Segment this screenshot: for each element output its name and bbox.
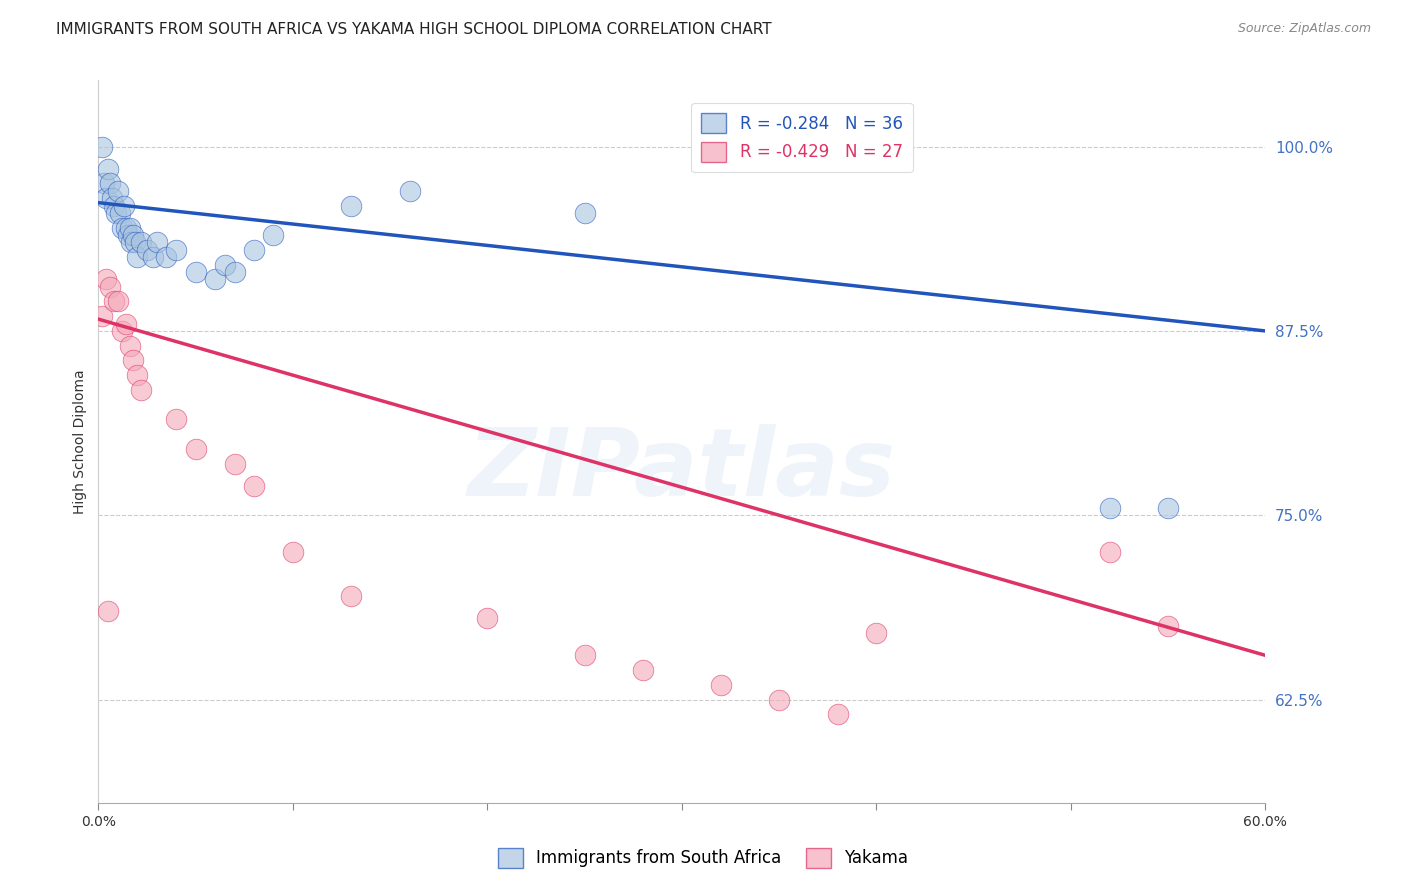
Point xyxy=(1098,545,1121,559)
Point xyxy=(129,383,152,397)
Point xyxy=(91,309,114,323)
Point xyxy=(155,250,177,264)
Point xyxy=(827,707,849,722)
Point xyxy=(340,199,363,213)
Point xyxy=(104,206,127,220)
Point xyxy=(214,258,236,272)
Point xyxy=(165,243,187,257)
Point xyxy=(631,663,654,677)
Point xyxy=(117,228,139,243)
Point xyxy=(477,611,499,625)
Point xyxy=(710,678,733,692)
Point xyxy=(136,243,159,257)
Point xyxy=(124,235,146,250)
Point xyxy=(243,243,266,257)
Point xyxy=(142,250,165,264)
Point xyxy=(204,272,226,286)
Legend: Immigrants from South Africa, Yakama: Immigrants from South Africa, Yakama xyxy=(491,841,915,875)
Point xyxy=(112,199,135,213)
Point xyxy=(118,220,141,235)
Point xyxy=(129,235,152,250)
Point xyxy=(111,324,134,338)
Point xyxy=(97,604,120,618)
Point xyxy=(127,368,149,383)
Point xyxy=(107,294,129,309)
Point xyxy=(98,279,121,293)
Point xyxy=(103,199,125,213)
Point xyxy=(107,184,129,198)
Point xyxy=(184,265,207,279)
Point xyxy=(122,228,145,243)
Point xyxy=(1157,500,1180,515)
Point xyxy=(97,161,120,176)
Point xyxy=(262,228,284,243)
Text: IMMIGRANTS FROM SOUTH AFRICA VS YAKAMA HIGH SCHOOL DIPLOMA CORRELATION CHART: IMMIGRANTS FROM SOUTH AFRICA VS YAKAMA H… xyxy=(56,22,772,37)
Point xyxy=(165,412,187,426)
Point xyxy=(96,191,118,205)
Point xyxy=(184,442,207,456)
Point xyxy=(93,177,115,191)
Point xyxy=(574,648,596,663)
Point xyxy=(398,184,420,198)
Point xyxy=(114,220,136,235)
Point xyxy=(91,139,114,153)
Y-axis label: High School Diploma: High School Diploma xyxy=(73,369,87,514)
Point xyxy=(101,191,124,205)
Point xyxy=(127,250,149,264)
Text: ZIPatlas: ZIPatlas xyxy=(468,425,896,516)
Point xyxy=(865,626,887,640)
Point xyxy=(103,294,125,309)
Point xyxy=(224,265,246,279)
Point xyxy=(118,339,141,353)
Point xyxy=(98,177,121,191)
Point xyxy=(243,479,266,493)
Point xyxy=(768,692,790,706)
Legend: R = -0.284   N = 36, R = -0.429   N = 27: R = -0.284 N = 36, R = -0.429 N = 27 xyxy=(692,103,912,172)
Point xyxy=(340,590,363,604)
Point xyxy=(281,545,304,559)
Point xyxy=(114,317,136,331)
Point xyxy=(121,235,143,250)
Point xyxy=(574,206,596,220)
Point xyxy=(224,457,246,471)
Point xyxy=(122,353,145,368)
Point xyxy=(96,272,118,286)
Point xyxy=(1157,619,1180,633)
Point xyxy=(1098,500,1121,515)
Point xyxy=(111,220,134,235)
Point xyxy=(146,235,169,250)
Point xyxy=(108,206,131,220)
Text: Source: ZipAtlas.com: Source: ZipAtlas.com xyxy=(1237,22,1371,36)
